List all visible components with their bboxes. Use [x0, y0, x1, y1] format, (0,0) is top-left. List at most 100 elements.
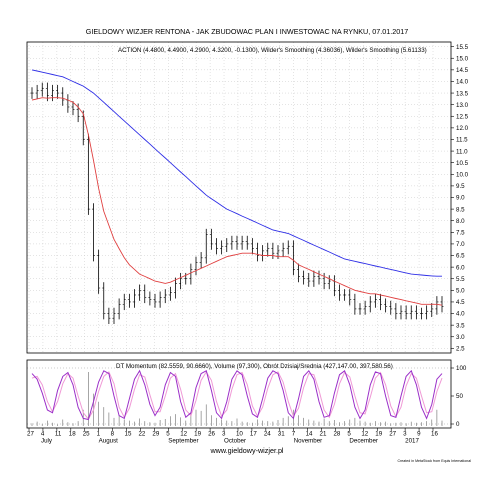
price-bar [358, 303, 362, 315]
price-y-tick-label: 7.0 [456, 241, 465, 248]
price-y-tick-label: 12.0 [456, 125, 469, 132]
price-bar [30, 87, 34, 99]
price-bar [291, 240, 295, 276]
price-bar [117, 298, 121, 320]
price-bar [168, 286, 172, 301]
price-bar [338, 284, 341, 301]
price-bar [143, 284, 147, 304]
momentum-panel: 0 50 100 DT Momentum (82.5559, 90.6660), V… [26, 359, 467, 429]
price-y-tick-label: 4.0 [456, 311, 465, 318]
price-y-tick-label: 6.0 [456, 264, 465, 271]
price-bar [107, 307, 111, 324]
price-bar [215, 238, 218, 255]
price-y-tick-label: 3.5 [456, 322, 465, 329]
date-tick-label: 27 [27, 431, 34, 438]
price-bar [220, 240, 224, 255]
price-bar [250, 238, 254, 255]
dt-momentum-fast-line [31, 369, 443, 421]
price-bar [440, 296, 444, 313]
price-bar [199, 252, 203, 269]
price-y-tick-label: 9.5 [456, 183, 465, 190]
price-y-tick-label: 9.0 [456, 195, 465, 202]
price-bar [414, 305, 418, 320]
price-bar [266, 242, 270, 257]
price-y-tick-label: 5.5 [456, 276, 465, 283]
date-tick-label: 12 [180, 431, 187, 438]
date-tick-label: 5 [347, 431, 351, 438]
price-bar [327, 275, 331, 290]
date-tick-label: 26 [208, 431, 215, 438]
price-bar [409, 305, 413, 320]
price-y-tick-label: 3.0 [456, 334, 465, 341]
price-bar [435, 296, 439, 315]
month-label: October [224, 438, 246, 445]
price-bar [92, 203, 95, 262]
price-bar [368, 296, 372, 313]
price-bar [271, 242, 275, 260]
price-bar [148, 291, 152, 306]
date-tick-label: 18 [69, 431, 76, 438]
price-bar [163, 289, 167, 304]
price-bar [373, 293, 377, 308]
price-bar [399, 305, 403, 320]
month-label: 2017 [405, 438, 419, 445]
price-bar [384, 298, 388, 313]
price-y-tick-label: 10.5 [456, 160, 469, 167]
price-bar [363, 300, 367, 315]
month-label: November [294, 438, 323, 445]
price-grid [27, 42, 451, 353]
price-series [30, 69, 444, 324]
price-y-axis: 2.5 3.0 3.5 4.0 4.5 5.0 5.5 6.0 6.5 7.0 7.5 8.0 8.5 9… [451, 44, 469, 353]
price-bar [379, 293, 382, 311]
price-y-tick-label: 4.5 [456, 299, 465, 306]
website-footer: www.gieldowy-wizjer.pl [209, 446, 283, 455]
price-bar [317, 270, 321, 285]
date-tick-label: 10 [236, 431, 243, 438]
price-y-tick-label: 14.0 [456, 79, 469, 86]
date-axis: 27 4 11 18 25 1 8 15 22 29 5 12 19 26 3 10 17 24 31 7 14 21 28… [27, 428, 438, 445]
price-bar [281, 242, 285, 257]
price-bar [127, 293, 131, 308]
price-bar [322, 272, 326, 290]
date-tick-label: 11 [55, 431, 62, 438]
date-tick-label: 9 [417, 431, 421, 438]
date-tick-label: 5 [166, 431, 170, 438]
date-tick-label: 22 [138, 431, 145, 438]
price-bar [97, 249, 101, 294]
price-bar [225, 238, 229, 253]
date-tick-label: 27 [389, 431, 396, 438]
price-bar [312, 270, 316, 287]
price-bar [204, 228, 208, 264]
date-tick-label: 29 [152, 431, 159, 438]
price-bar [122, 293, 126, 311]
date-tick-label: 4 [41, 431, 45, 438]
price-bar [66, 94, 70, 113]
price-bar [297, 263, 300, 283]
date-tick-label: 25 [83, 431, 90, 438]
price-y-tick-label: 15.5 [456, 44, 469, 51]
price-bar [174, 277, 177, 299]
price-bar [112, 307, 116, 324]
date-tick-label: 16 [431, 431, 438, 438]
date-tick-label: 15 [125, 431, 132, 438]
price-bar [394, 303, 398, 320]
price-bar [240, 235, 244, 250]
price-bar [261, 245, 265, 262]
price-bar [348, 289, 352, 306]
price-bar [235, 235, 239, 250]
momentum-y-axis: 0 50 100 [451, 365, 467, 428]
momentum-y-tick-label: 100 [456, 365, 467, 372]
price-bar [420, 307, 423, 320]
price-bar [158, 291, 162, 308]
date-tick-label: 21 [320, 431, 327, 438]
month-label: December [349, 438, 378, 445]
date-tick-label: 31 [278, 431, 285, 438]
price-bar [209, 228, 213, 250]
price-bar [102, 282, 106, 320]
wilders-smoothing-fast-line [31, 97, 443, 306]
wilders-smoothing-slow-line [31, 69, 442, 277]
price-bar [245, 235, 249, 250]
price-bar [81, 110, 85, 146]
date-tick-label: 19 [375, 431, 382, 438]
price-bar [138, 284, 142, 301]
